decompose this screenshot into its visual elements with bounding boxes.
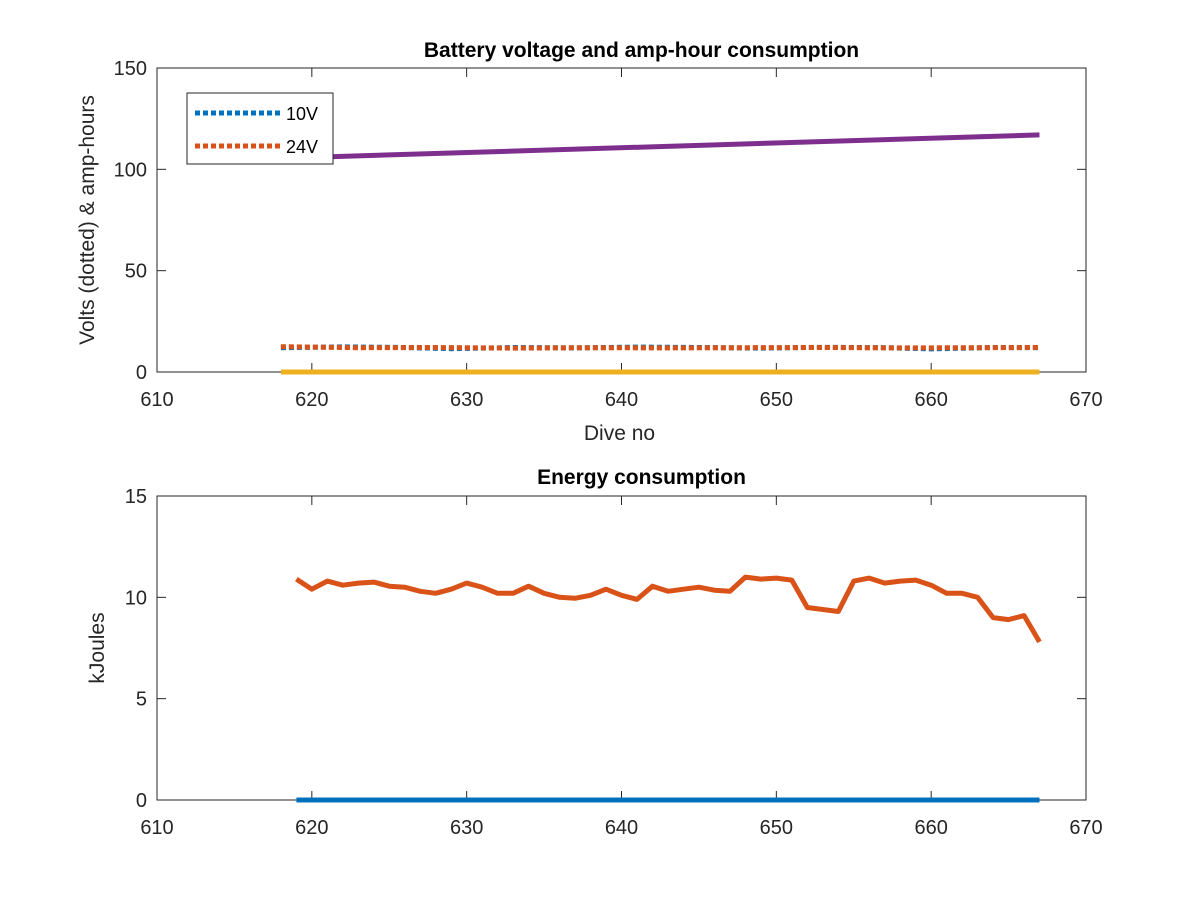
x-tick-label: 630 bbox=[450, 389, 483, 411]
legend-box bbox=[186, 92, 334, 165]
y-tick-label: 0 bbox=[136, 362, 147, 384]
subplot-1: 610 620 630 640 650 660 670 0 50 100 150 Battery vo… bbox=[76, 39, 1103, 445]
x-tick-label: 610 bbox=[140, 389, 173, 411]
x-tick-label: 650 bbox=[760, 389, 793, 411]
y-tick-label: 10 bbox=[125, 587, 147, 609]
legend-entry: 24V bbox=[286, 137, 318, 157]
x-tick-label: 620 bbox=[295, 817, 328, 839]
y-tick-label: 15 bbox=[125, 486, 147, 508]
x-tick-label: 640 bbox=[605, 817, 638, 839]
y-tick-label: 100 bbox=[114, 159, 147, 181]
chart-title: Energy consumption bbox=[537, 466, 746, 489]
x-tick-label: 670 bbox=[1069, 817, 1102, 839]
x-tick-label: 650 bbox=[760, 817, 793, 839]
x-tick-label: 620 bbox=[295, 389, 328, 411]
subplot-2: 610 620 630 640 650 660 670 0 5 10 15 Energy consum… bbox=[86, 466, 1103, 839]
chart-title: Battery voltage and amp-hour consumption bbox=[424, 39, 859, 62]
series-line-3 bbox=[280, 132, 1040, 161]
x-tick-label: 660 bbox=[914, 389, 947, 411]
x-tick-label: 640 bbox=[605, 389, 638, 411]
y-tick-label: 50 bbox=[125, 261, 147, 283]
legend-entry: 10V bbox=[286, 104, 318, 124]
x-tick-label: 610 bbox=[140, 817, 173, 839]
y-tick-label: 150 bbox=[114, 58, 147, 80]
plot-area bbox=[156, 495, 1087, 801]
x-tick-label: 670 bbox=[1069, 389, 1102, 411]
x-tick-label: 630 bbox=[450, 817, 483, 839]
y-axis-label: kJoules bbox=[86, 612, 109, 683]
x-axis-label: Dive no bbox=[584, 422, 655, 445]
x-tick-label: 660 bbox=[914, 817, 947, 839]
series-line-1 bbox=[295, 574, 1042, 644]
y-axis-label: Volts (dotted) & amp-hours bbox=[76, 95, 99, 345]
series-line-2 bbox=[280, 344, 1040, 351]
y-tick-label: 0 bbox=[136, 790, 147, 812]
y-tick-label: 5 bbox=[136, 689, 147, 711]
